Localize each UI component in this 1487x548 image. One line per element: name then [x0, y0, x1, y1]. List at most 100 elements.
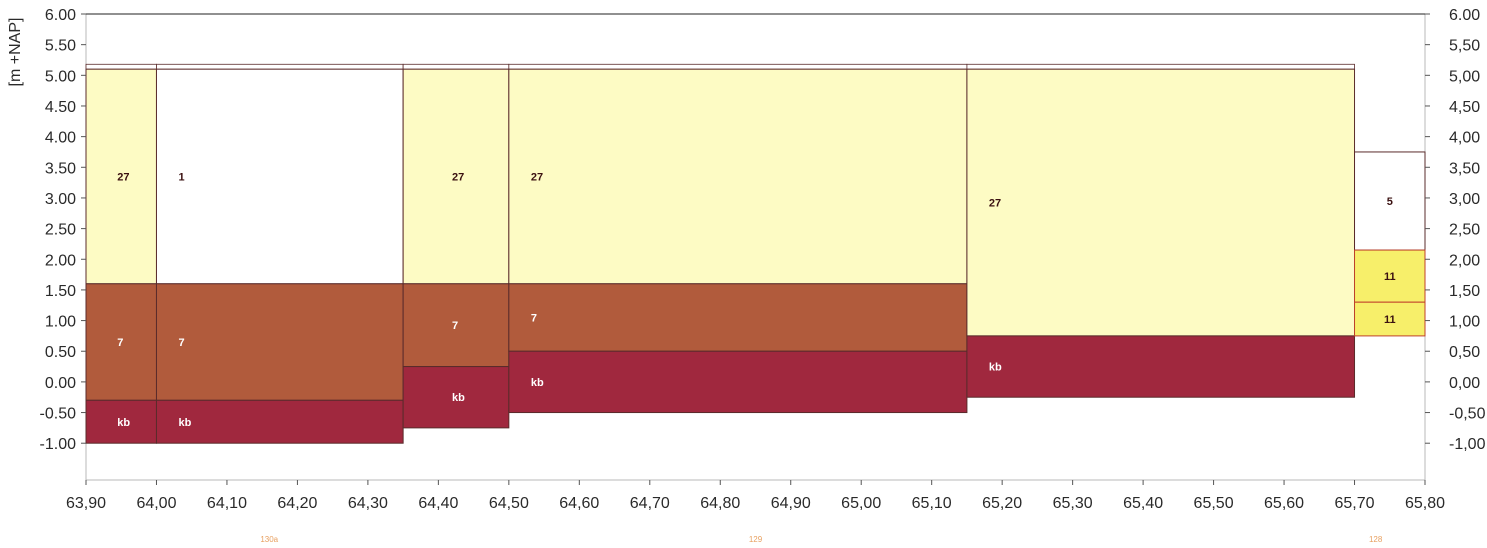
y-tick-label-left: 3.50	[45, 160, 76, 177]
profile-references: 130a 129 128	[260, 535, 1383, 544]
profile-column: 27 7 kb	[85, 63, 157, 444]
layer-5	[1354, 151, 1426, 251]
layer-label: 27	[117, 171, 129, 183]
y-axis-left: 6.00 5.50 5.00 4.50 4.00 3.50 3.00 2.50 2.00 1.50…	[40, 7, 86, 453]
layer-7	[508, 283, 968, 352]
y-tick-label-left: 4.00	[45, 130, 76, 147]
y-tick-label-right: 0,00	[1449, 375, 1480, 392]
y-tick-label-left: 3.00	[45, 191, 76, 208]
y-axis-label: [m +NAP]	[7, 18, 24, 87]
y-tick-label-left: 0.50	[45, 344, 76, 361]
layer-label: 7	[178, 337, 184, 349]
x-tick-label: 65,40	[1123, 495, 1163, 512]
y-tick-label-left: 5.50	[45, 38, 76, 55]
layer-11	[1354, 301, 1426, 337]
surface-strip	[156, 63, 404, 70]
x-tick-label: 64,90	[771, 495, 811, 512]
layer-label: kb	[178, 417, 191, 429]
profile-column: 1 7 kb	[155, 63, 404, 444]
x-tick-label: 64,50	[489, 495, 529, 512]
layer-27	[508, 68, 968, 285]
surface-strip	[402, 63, 510, 70]
surface-strip	[85, 63, 157, 70]
x-tick-label: 64,60	[559, 495, 599, 512]
layer-kb	[508, 350, 968, 414]
x-tick-label: 65,30	[1053, 495, 1093, 512]
y-tick-label-left: 2.50	[45, 222, 76, 239]
x-tick-label: 64,00	[136, 495, 176, 512]
y-tick-label-left: 4.50	[45, 99, 76, 116]
layer-label: 27	[452, 171, 464, 183]
x-tick-label: 65,20	[982, 495, 1022, 512]
layer-label: 1	[178, 171, 184, 183]
y-tick-label-right: 1,00	[1449, 314, 1480, 331]
y-tick-label-right: 3,50	[1449, 160, 1480, 177]
surface-strip	[966, 63, 1355, 70]
layer-label: 27	[989, 198, 1001, 210]
x-tick-label: 63,90	[66, 495, 106, 512]
layer-kb	[966, 335, 1356, 398]
profile-reference-label: 129	[749, 535, 763, 544]
y-tick-label-left: -1.00	[40, 436, 77, 453]
y-tick-label-left: 0.00	[45, 375, 76, 392]
y-tick-label-left: 6.00	[45, 7, 76, 24]
profile-reference-label: 128	[1369, 535, 1383, 544]
layer-label: kb	[117, 417, 130, 429]
y-tick-label-right: -1,00	[1449, 436, 1486, 453]
y-tick-label-left: 1.00	[45, 314, 76, 331]
x-tick-label: 64,70	[630, 495, 670, 512]
x-tick-label: 64,20	[277, 495, 317, 512]
x-tick-label: 64,40	[418, 495, 458, 512]
layer-1	[155, 68, 404, 285]
layer-7	[402, 283, 510, 368]
y-tick-label-right: 2,50	[1449, 222, 1480, 239]
profile-column: 5 11 11	[1354, 151, 1426, 337]
y-tick-label-right: 5,50	[1449, 38, 1480, 55]
layer-label: kb	[452, 392, 465, 404]
y-tick-label-right: 4,50	[1449, 99, 1480, 116]
y-tick-label-left: 5.00	[45, 68, 76, 85]
layer-label: 11	[1384, 314, 1396, 326]
layer-7	[155, 283, 404, 401]
x-tick-label: 65,50	[1194, 495, 1234, 512]
layer-label: 27	[531, 171, 543, 183]
profile-column: 27 kb	[966, 63, 1356, 398]
x-axis: 63,90 64,00 64,10 64,20 64,30 64,40 64,50 64,60…	[66, 480, 1445, 512]
y-tick-label-right: 4,00	[1449, 130, 1480, 147]
profile-column: 27 7 kb	[402, 63, 510, 429]
y-tick-label-right: 2,00	[1449, 252, 1480, 269]
y-tick-label-right: 6.00	[1449, 7, 1480, 24]
y-tick-label-left: 2.00	[45, 252, 76, 269]
x-tick-label: 65,80	[1405, 495, 1445, 512]
layer-27	[966, 68, 1356, 337]
x-tick-label: 64,30	[348, 495, 388, 512]
x-tick-label: 65,10	[912, 495, 952, 512]
y-tick-label-right: 1,50	[1449, 283, 1480, 300]
x-tick-label: 65,00	[841, 495, 881, 512]
layer-label: kb	[989, 362, 1002, 374]
y-tick-label-right: 3,00	[1449, 191, 1480, 208]
layer-label: 11	[1384, 271, 1396, 283]
layer-label: 7	[531, 313, 537, 325]
x-tick-label: 65,70	[1335, 495, 1375, 512]
y-tick-label-left: 1.50	[45, 283, 76, 300]
profile-column: 27 7 kb	[508, 63, 968, 414]
y-tick-label-right: -0,50	[1449, 406, 1486, 423]
y-tick-label-left: -0.50	[40, 406, 77, 423]
layer-label: kb	[531, 377, 544, 389]
x-tick-label: 64,80	[700, 495, 740, 512]
x-tick-label: 64,10	[207, 495, 247, 512]
layer-label: 7	[117, 337, 123, 349]
y-tick-label-right: 0,50	[1449, 344, 1480, 361]
layer-label: 7	[452, 320, 458, 332]
profile-columns: 27 7 kb 1 7 kb 27 7 kb 27 7 kb 27 kb 5 11 11	[85, 63, 1426, 444]
layer-kb	[155, 399, 404, 444]
layer-11	[1354, 249, 1426, 303]
layer-27	[85, 68, 157, 285]
x-tick-label: 65,60	[1264, 495, 1304, 512]
layer-label: 5	[1387, 196, 1393, 208]
profile-reference-label: 130a	[260, 535, 278, 544]
y-axis-right: 6.00 5,50 5,00 4,50 4,00 3,50 3,00 2,50 2,00 1,50…	[1425, 7, 1486, 453]
y-tick-label-right: 5,00	[1449, 68, 1480, 85]
